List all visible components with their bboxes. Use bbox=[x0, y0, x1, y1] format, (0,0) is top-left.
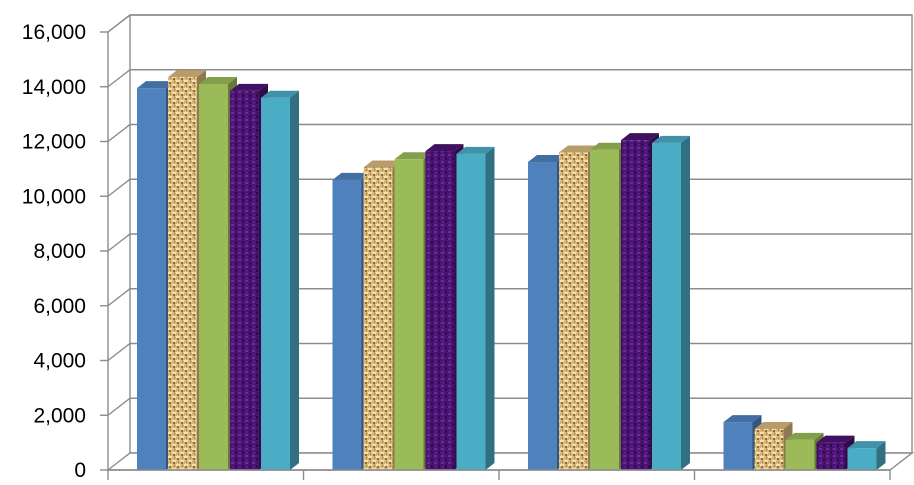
bar-front bbox=[394, 159, 424, 470]
bar bbox=[847, 441, 886, 470]
bar-front bbox=[652, 142, 681, 470]
bar bbox=[652, 135, 690, 470]
bars bbox=[137, 70, 886, 471]
bar-top bbox=[363, 160, 402, 168]
bar-front bbox=[559, 152, 588, 470]
bar-front bbox=[816, 442, 846, 470]
bar-top bbox=[754, 421, 793, 429]
bar-front bbox=[785, 439, 815, 470]
y-tick-label: 12,000 bbox=[22, 131, 86, 154]
gridline bbox=[107, 69, 912, 88]
bar-front bbox=[168, 77, 197, 470]
y-tick-label: 4,000 bbox=[33, 350, 86, 373]
bar-side bbox=[876, 441, 886, 470]
y-axis-depth-line bbox=[107, 14, 131, 33]
bar-top bbox=[590, 142, 628, 150]
bar-top bbox=[652, 135, 690, 143]
bar-front bbox=[137, 88, 166, 471]
y-tick-label: 16,000 bbox=[22, 21, 86, 44]
bar bbox=[261, 90, 299, 470]
bar-front bbox=[199, 84, 228, 470]
y-tick-label: 2,000 bbox=[33, 404, 86, 427]
bar-front bbox=[847, 448, 877, 470]
y-tick-label: 0 bbox=[74, 459, 86, 482]
bar-front bbox=[363, 167, 393, 470]
bar-front bbox=[590, 149, 619, 470]
bar-top bbox=[847, 441, 886, 449]
bar-top bbox=[168, 70, 206, 78]
bar-top bbox=[199, 77, 237, 85]
bar-top bbox=[261, 90, 299, 98]
bar-top bbox=[394, 152, 433, 160]
bar-front bbox=[754, 428, 784, 470]
bar-front bbox=[230, 90, 259, 470]
y-axis-ticks: 0 2,000 4,000 6,000 8,000 10,000 12,000 14,000 1… bbox=[22, 21, 108, 482]
bar-top bbox=[621, 133, 659, 141]
bar-side bbox=[290, 90, 299, 470]
bar-top bbox=[425, 144, 464, 152]
y-tick-label: 6,000 bbox=[33, 295, 86, 318]
bar-front bbox=[621, 140, 650, 470]
y-tick-label: 10,000 bbox=[22, 185, 86, 208]
bar-front bbox=[456, 153, 486, 470]
bar-top bbox=[332, 172, 371, 180]
bar-front bbox=[723, 422, 753, 470]
bar-front bbox=[528, 162, 557, 470]
bar-side bbox=[485, 146, 495, 470]
bar-top bbox=[137, 81, 175, 89]
bar-front bbox=[261, 97, 290, 470]
y-tick-label: 8,000 bbox=[33, 240, 86, 263]
bar-front bbox=[332, 179, 362, 470]
gridline bbox=[107, 123, 912, 143]
bar-top bbox=[785, 432, 824, 440]
bar-side bbox=[681, 135, 690, 470]
bar-top bbox=[230, 83, 268, 91]
bar-top bbox=[559, 145, 597, 153]
bar-top bbox=[816, 435, 855, 443]
bar-top bbox=[456, 146, 495, 154]
x-axis-ticks bbox=[107, 470, 891, 480]
y-tick-label: 14,000 bbox=[22, 76, 86, 99]
bar-front bbox=[425, 151, 455, 471]
bar bbox=[456, 146, 495, 470]
bar-top bbox=[528, 155, 566, 163]
bar-top bbox=[723, 415, 762, 423]
